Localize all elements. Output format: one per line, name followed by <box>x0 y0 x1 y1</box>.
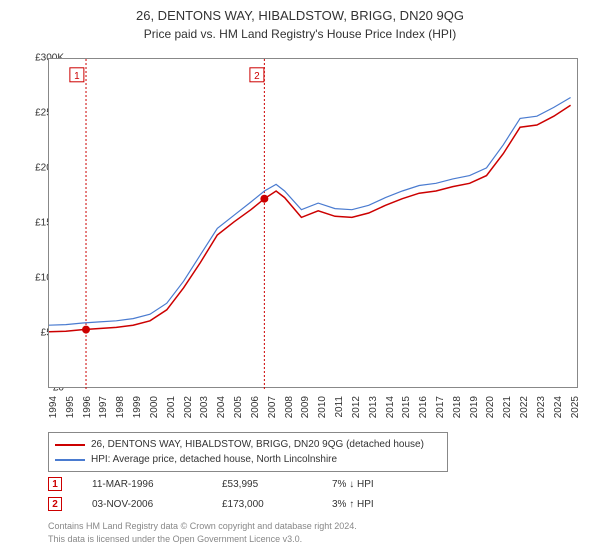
xtick-label: 1997 <box>98 396 109 418</box>
xtick-label: 2022 <box>519 396 530 418</box>
xtick-label: 2021 <box>502 396 513 418</box>
xtick-label: 2020 <box>485 396 496 418</box>
xtick-label: 2008 <box>284 396 295 418</box>
xtick-label: 2009 <box>300 396 311 418</box>
chart-title: 26, DENTONS WAY, HIBALDSTOW, BRIGG, DN20… <box>0 0 600 23</box>
xtick-label: 2013 <box>368 396 379 418</box>
xtick-label: 2016 <box>418 396 429 418</box>
plot-svg: 12 <box>49 59 579 389</box>
xtick-label: 2002 <box>183 396 194 418</box>
xtick-label: 2006 <box>250 396 261 418</box>
xtick-label: 2001 <box>166 396 177 418</box>
marker-date: 11-MAR-1996 <box>92 479 192 490</box>
xtick-label: 2015 <box>401 396 412 418</box>
legend-swatch <box>55 459 85 461</box>
svg-text:2: 2 <box>254 71 260 82</box>
xtick-label: 2011 <box>334 396 345 418</box>
marker-number-box: 2 <box>48 497 62 511</box>
credits-line2: This data is licensed under the Open Gov… <box>48 533 357 546</box>
marker-table: 1 11-MAR-1996 £53,995 7% ↓ HPI 2 03-NOV-2006 £… <box>48 474 412 514</box>
xtick-label: 2003 <box>199 396 210 418</box>
marker-label-box: 1 <box>70 68 84 82</box>
xtick-label: 2010 <box>317 396 328 418</box>
series-line <box>49 98 571 326</box>
legend: 26, DENTONS WAY, HIBALDSTOW, BRIGG, DN20… <box>48 432 448 472</box>
marker-date: 03-NOV-2006 <box>92 499 192 510</box>
marker-table-row: 1 11-MAR-1996 £53,995 7% ↓ HPI <box>48 474 412 494</box>
xtick-label: 1994 <box>48 396 59 418</box>
xtick-label: 2007 <box>267 396 278 418</box>
legend-row: 26, DENTONS WAY, HIBALDSTOW, BRIGG, DN20… <box>55 437 441 452</box>
xtick-label: 1998 <box>115 396 126 418</box>
plot-area: 12 <box>48 58 578 388</box>
xtick-label: 2024 <box>553 396 564 418</box>
xtick-label: 1999 <box>132 396 143 418</box>
chart-subtitle: Price paid vs. HM Land Registry's House … <box>0 23 600 47</box>
marker-label-box: 2 <box>250 68 264 82</box>
marker-number-box: 1 <box>48 477 62 491</box>
credits: Contains HM Land Registry data © Crown c… <box>48 520 357 545</box>
legend-label: 26, DENTONS WAY, HIBALDSTOW, BRIGG, DN20… <box>91 437 424 452</box>
xtick-label: 2017 <box>435 396 446 418</box>
marker-table-row: 2 03-NOV-2006 £173,000 3% ↑ HPI <box>48 494 412 514</box>
marker-price: £173,000 <box>222 499 302 510</box>
xtick-label: 2019 <box>469 396 480 418</box>
xtick-label: 2012 <box>351 396 362 418</box>
xtick-label: 2025 <box>570 396 581 418</box>
xtick-label: 2018 <box>452 396 463 418</box>
xtick-label: 1995 <box>65 396 76 418</box>
xtick-label: 2014 <box>385 396 396 418</box>
series-line <box>49 105 571 332</box>
svg-text:1: 1 <box>74 71 80 82</box>
xtick-label: 2005 <box>233 396 244 418</box>
legend-swatch <box>55 444 85 446</box>
chart-container: 26, DENTONS WAY, HIBALDSTOW, BRIGG, DN20… <box>0 0 600 560</box>
marker-price: £53,995 <box>222 479 302 490</box>
legend-row: HPI: Average price, detached house, Nort… <box>55 452 441 467</box>
xtick-label: 2023 <box>536 396 547 418</box>
sale-point-marker <box>82 326 90 334</box>
sale-point-marker <box>260 195 268 203</box>
legend-label: HPI: Average price, detached house, Nort… <box>91 452 337 467</box>
marker-change: 7% ↓ HPI <box>332 479 412 490</box>
xtick-label: 1996 <box>82 396 93 418</box>
marker-change: 3% ↑ HPI <box>332 499 412 510</box>
credits-line1: Contains HM Land Registry data © Crown c… <box>48 520 357 533</box>
xtick-label: 2004 <box>216 396 227 418</box>
xtick-label: 2000 <box>149 396 160 418</box>
